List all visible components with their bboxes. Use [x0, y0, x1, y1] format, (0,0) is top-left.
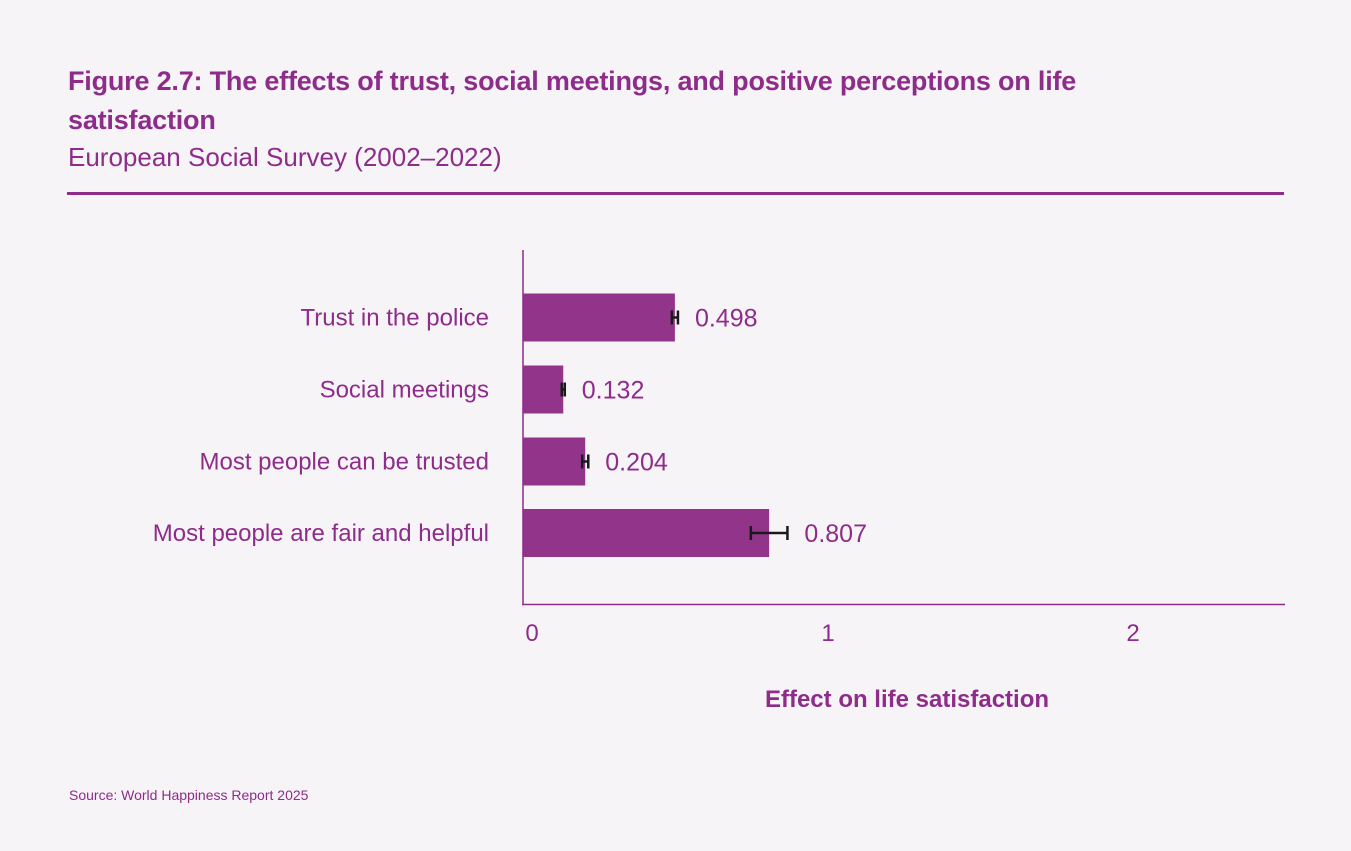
error-bar [580, 454, 590, 469]
category-label: Most people are fair and helpful [153, 520, 489, 547]
header-divider [67, 192, 1284, 195]
value-label: 0.807 [804, 520, 867, 548]
error-bar [560, 382, 567, 397]
error-bar [670, 310, 680, 325]
category-label: Most people can be trusted [199, 449, 489, 476]
bars-layer: Trust in the police 0.498 Social meetings 0… [153, 293, 867, 557]
bar [523, 509, 770, 557]
x-tick-label: 2 [1126, 620, 1139, 647]
bar [523, 437, 586, 486]
value-label: 0.204 [605, 449, 668, 477]
error-bar [749, 526, 789, 540]
x-tick-label: 1 [821, 620, 834, 647]
x-ticks-layer: 0 1 2 [525, 620, 1139, 647]
x-tick-label: 0 [525, 620, 538, 647]
category-label: Social meetings [320, 377, 489, 404]
bar [523, 293, 675, 342]
value-label: 0.498 [695, 305, 758, 333]
bar [523, 365, 564, 414]
x-axis-label: Effect on life satisfaction [765, 686, 1049, 713]
value-label: 0.132 [582, 377, 645, 405]
source-note: Source: World Happiness Report 2025 [69, 787, 309, 803]
category-label: Trust in the police [300, 305, 489, 332]
chart-title: Figure 2.7: The effects of trust, social… [68, 66, 1077, 135]
chart-subtitle: European Social Survey (2002–2022) [68, 142, 502, 172]
